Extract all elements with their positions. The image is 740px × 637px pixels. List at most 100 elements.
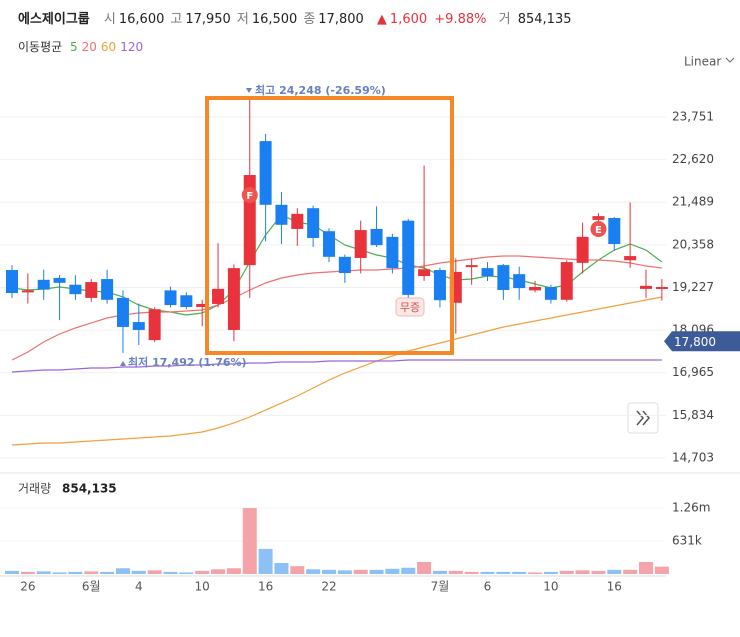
x-tick-label: 6월 xyxy=(82,580,101,594)
candle-body xyxy=(196,303,209,307)
legend-entry: 5 xyxy=(70,40,78,54)
volume-bar xyxy=(607,569,622,574)
x-tick-label: 10 xyxy=(543,580,558,594)
candle-body xyxy=(354,230,367,258)
x-tick-label: 16 xyxy=(258,580,273,594)
candle-body xyxy=(53,277,66,283)
event-marker xyxy=(590,221,607,237)
candle-body xyxy=(370,228,383,246)
field-value: 16,600 xyxy=(118,12,165,27)
candle-body xyxy=(497,265,510,291)
volume-bar xyxy=(575,570,590,574)
header: 에스제이그룹 시 16,600 고 17,950 저 16,500 종 17,800 ▲ 1,6… xyxy=(18,8,575,27)
volume-bar xyxy=(401,567,416,574)
y-tick-label: 1.26m xyxy=(672,501,710,515)
candle-body xyxy=(69,284,82,295)
candle-body xyxy=(608,218,621,245)
volume-bar xyxy=(242,508,257,574)
candle-body xyxy=(164,290,177,306)
volume-bar xyxy=(448,570,463,574)
candle-body xyxy=(275,204,288,225)
volume-bar xyxy=(52,572,67,574)
scroll-icon xyxy=(636,410,650,426)
event-box xyxy=(395,297,425,317)
field-key: 종 xyxy=(303,12,316,27)
candle-body xyxy=(21,290,34,293)
volume-bar xyxy=(195,570,210,574)
volume-bar xyxy=(147,570,162,574)
volume-bar xyxy=(211,569,226,574)
legend-entry: 120 xyxy=(120,40,144,54)
field-value: 17,800 xyxy=(318,12,364,27)
volume-bar xyxy=(512,571,527,574)
candle-body xyxy=(386,236,399,269)
ma-line xyxy=(11,296,662,446)
ma-legend: 이동평균 5 20 60 120 xyxy=(18,38,147,55)
ma-line xyxy=(11,359,662,373)
volume-bar xyxy=(496,571,511,574)
event-marker-label: E xyxy=(595,225,602,236)
volume-bar xyxy=(639,561,653,574)
volume-bar xyxy=(337,570,352,574)
volume-title-value: 854,135 xyxy=(62,482,117,496)
candle-body xyxy=(592,216,605,220)
field-value: 17,950 xyxy=(185,12,231,27)
max-label: 최고 24,248 (-26.59%) xyxy=(255,83,386,97)
candle-body xyxy=(529,286,542,291)
candle-body xyxy=(624,256,637,261)
volume-bar xyxy=(543,571,558,574)
candle-body xyxy=(465,265,478,268)
volume-bar xyxy=(5,570,19,574)
volume-bar xyxy=(226,568,241,574)
field-value: 16,500 xyxy=(251,12,298,27)
candle-body xyxy=(418,269,431,277)
volume-bar xyxy=(290,566,305,574)
volume-bar xyxy=(623,569,638,574)
candle-body xyxy=(513,274,526,289)
volume-bar xyxy=(654,566,669,574)
event-marker-label: F xyxy=(246,191,253,202)
candle-body xyxy=(655,286,668,289)
candle-body xyxy=(227,268,240,330)
y-tick-label: 631k xyxy=(672,533,702,547)
y-tick-label: 20,358 xyxy=(672,237,714,251)
candle-body xyxy=(148,309,161,341)
highlight-box xyxy=(205,96,454,355)
volume-bar xyxy=(591,570,606,574)
candle-body xyxy=(576,236,589,263)
x-tick-label: 7월 xyxy=(431,580,450,594)
volume-bar xyxy=(36,571,51,574)
candle-body xyxy=(291,213,304,229)
candle-body xyxy=(85,282,98,298)
volume-bar xyxy=(179,572,194,574)
volume-bar xyxy=(432,570,447,574)
x-tick-label: 26 xyxy=(20,580,35,594)
min-label: 최저 17,492 (1.76%) xyxy=(128,355,247,369)
scale-chevron xyxy=(725,57,735,63)
candle-body xyxy=(560,262,573,300)
field-key: 저 xyxy=(236,12,249,27)
y-tick-label: 23,751 xyxy=(672,109,714,123)
candle-body xyxy=(402,220,415,295)
x-tick-label: 22 xyxy=(321,580,336,594)
candle-body xyxy=(544,286,557,300)
x-tick-label: 10 xyxy=(195,580,210,594)
change-pct: +9.88% xyxy=(434,12,487,27)
volume-bar xyxy=(20,571,35,574)
y-tick-label: 22,620 xyxy=(672,152,714,166)
max-arrow xyxy=(246,88,252,93)
legend-entry: 20 xyxy=(81,40,97,54)
volume-bar xyxy=(385,568,400,574)
y-tick-label: 16,965 xyxy=(672,365,714,379)
stock-name: 에스제이그룹 xyxy=(18,12,90,27)
volume-bar xyxy=(163,571,178,574)
volume-bar xyxy=(306,569,321,574)
field-key: 시 xyxy=(103,12,116,27)
volume-bar xyxy=(100,571,115,574)
event-label: 무증 xyxy=(400,301,420,314)
volume-bar xyxy=(480,571,495,574)
legend-entry: 60 xyxy=(100,40,117,54)
last-price-badge xyxy=(664,331,740,352)
volume-bar xyxy=(353,569,368,574)
